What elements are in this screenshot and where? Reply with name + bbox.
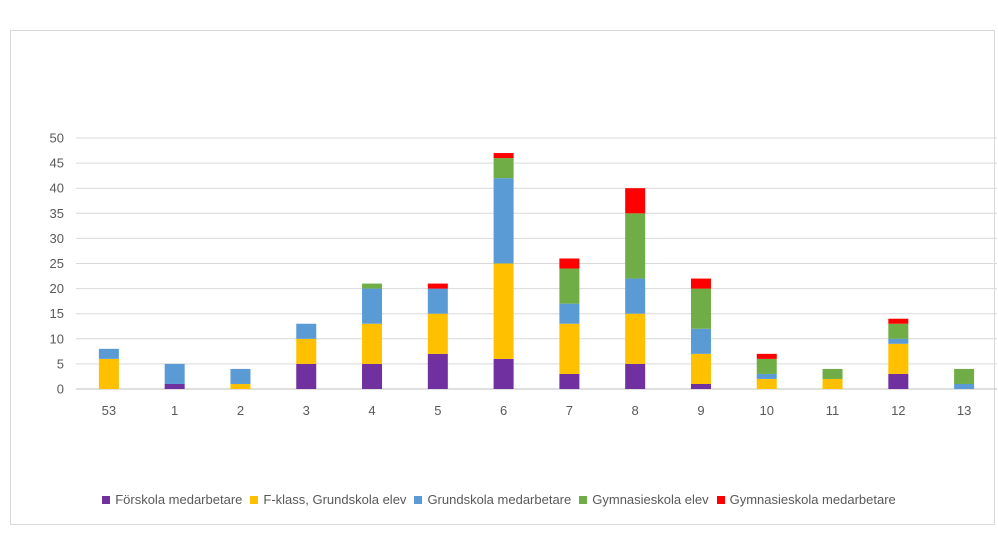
bar-segment xyxy=(230,368,251,384)
bar-segment xyxy=(98,348,119,359)
bar-segment xyxy=(493,358,514,389)
y-tick-label: 0 xyxy=(57,382,64,397)
legend-item: Grundskola medarbetare xyxy=(414,492,571,507)
bar-segment xyxy=(690,328,711,354)
bar-segment xyxy=(164,383,185,389)
legend-item: Gymnasieskola medarbetare xyxy=(716,492,896,507)
bar-segment xyxy=(427,353,448,389)
legend-label: Gymnasieskola elev xyxy=(592,492,709,507)
bar-segment xyxy=(954,383,975,389)
x-tick-label: 53 xyxy=(102,403,116,418)
x-tick-label: 5 xyxy=(434,403,441,418)
x-tick-label: 13 xyxy=(957,403,971,418)
legend-item: Förskola medarbetare xyxy=(102,492,242,507)
x-axis: 53 1 2 3 4 5 6 7 8 9 10 11 12 13 xyxy=(102,403,972,418)
bar-segment xyxy=(888,373,909,389)
bar-segment xyxy=(427,288,448,314)
bar-segment xyxy=(756,353,777,359)
legend-swatch xyxy=(579,496,588,504)
bar-segment xyxy=(625,313,646,364)
bar-segment xyxy=(690,383,711,389)
legend-label: Gymnasieskola medarbetare xyxy=(729,492,896,507)
bar-segment xyxy=(625,363,646,389)
x-tick-label: 9 xyxy=(697,403,704,418)
bar-segment xyxy=(296,323,317,339)
x-tick-label: 4 xyxy=(368,403,375,418)
x-tick-label: 6 xyxy=(500,403,507,418)
bar-segment xyxy=(493,178,514,264)
legend-swatch xyxy=(414,496,423,504)
y-tick-label: 25 xyxy=(50,256,64,271)
x-tick-label: 2 xyxy=(237,403,244,418)
bar-segment xyxy=(559,303,580,324)
bar-segment xyxy=(690,353,711,384)
y-tick-label: 45 xyxy=(50,156,64,171)
bar-segment xyxy=(493,158,514,179)
bar-segment xyxy=(756,373,777,379)
bar-segment xyxy=(625,188,646,214)
x-tick-label: 8 xyxy=(632,403,639,418)
legend-swatch xyxy=(716,496,725,504)
legend-label: F-klass, Grundskola elev xyxy=(263,492,407,507)
bar-segment xyxy=(427,283,448,289)
bar-segment xyxy=(559,258,580,269)
x-tick-label: 12 xyxy=(891,403,905,418)
y-tick-label: 15 xyxy=(50,306,64,321)
bar-segment xyxy=(296,338,317,364)
bar-segment xyxy=(493,263,514,359)
legend-swatch xyxy=(102,496,111,504)
bar-segment xyxy=(164,363,185,384)
bar-segment xyxy=(888,338,909,344)
bar-segment xyxy=(493,153,514,159)
chart-frame xyxy=(10,30,995,525)
bars xyxy=(98,153,975,389)
bar-segment xyxy=(756,358,777,374)
bar-segment xyxy=(888,323,909,339)
bar-segment xyxy=(888,343,909,374)
bar-segment xyxy=(362,288,383,324)
bar-segment xyxy=(559,373,580,389)
bar-segment xyxy=(559,268,580,304)
bar-segment xyxy=(822,378,843,389)
bar-segment xyxy=(362,323,383,364)
bar-segment xyxy=(559,323,580,374)
x-tick-label: 7 xyxy=(566,403,573,418)
y-tick-label: 5 xyxy=(57,356,64,371)
y-tick-label: 40 xyxy=(50,181,64,196)
y-tick-label: 20 xyxy=(50,281,64,296)
y-tick-label: 35 xyxy=(50,206,64,221)
x-tick-label: 1 xyxy=(171,403,178,418)
y-tick-label: 30 xyxy=(50,231,64,246)
x-tick-label: 10 xyxy=(760,403,774,418)
bar-segment xyxy=(888,318,909,324)
bar-segment xyxy=(296,363,317,389)
legend-label: Grundskola medarbetare xyxy=(427,492,572,507)
legend-item: F-klass, Grundskola elev xyxy=(250,492,406,507)
legend: Förskola medarbetare F-klass, Grundskola … xyxy=(0,492,998,507)
legend-label: Förskola medarbetare xyxy=(115,492,243,507)
x-tick-label: 3 xyxy=(303,403,310,418)
bar-segment xyxy=(362,363,383,389)
bar-segment xyxy=(954,368,975,384)
y-tick-label: 10 xyxy=(50,331,64,346)
legend-swatch xyxy=(250,496,259,504)
bar-segment xyxy=(690,288,711,329)
bar-segment xyxy=(362,283,383,289)
bar-segment xyxy=(690,278,711,289)
y-tick-label: 50 xyxy=(50,131,64,146)
bar-segment xyxy=(822,368,843,379)
x-tick-label: 11 xyxy=(826,403,840,418)
bar-segment xyxy=(625,278,646,314)
bar-segment xyxy=(756,378,777,389)
bar-segment xyxy=(230,383,251,389)
y-axis: 0 5 10 15 20 25 30 35 40 45 50 xyxy=(50,131,64,397)
bar-segment xyxy=(98,358,119,389)
legend-item: Gymnasieskola elev xyxy=(579,492,709,507)
bar-segment xyxy=(427,313,448,354)
bar-segment xyxy=(625,213,646,279)
gridlines xyxy=(76,137,997,390)
